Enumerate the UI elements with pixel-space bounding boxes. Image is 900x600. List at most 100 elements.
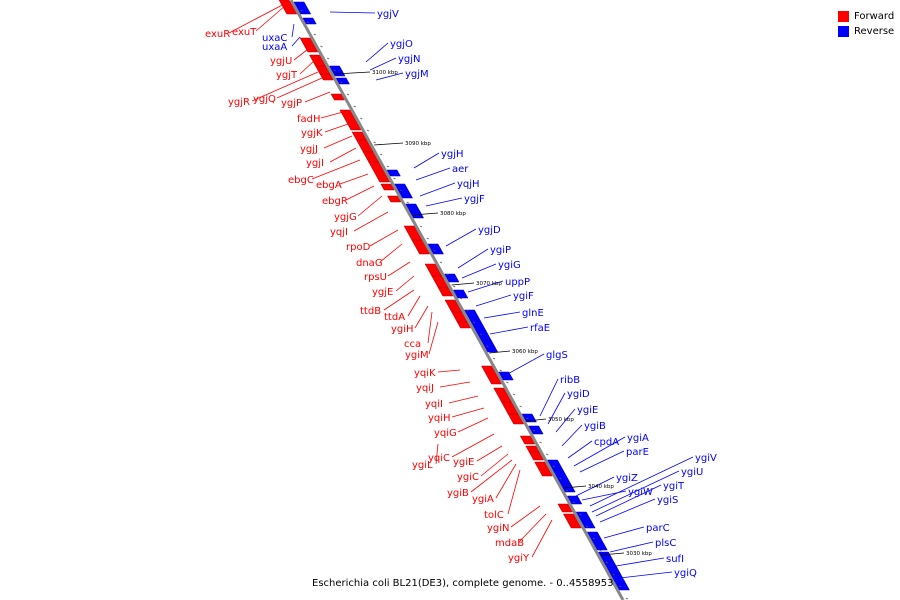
gene-label-ygil: ygiL: [412, 460, 433, 471]
reverse-gene-block: [592, 541, 608, 551]
axis-dot: [320, 45, 323, 48]
legend: Forward Reverse: [838, 9, 894, 39]
gene-label-parc: parC: [646, 523, 670, 534]
gene-label-yqih: yqiH: [428, 413, 451, 424]
axis-dot: [353, 105, 356, 108]
axis-dot: [419, 225, 423, 228]
ygis-leader: [599, 498, 656, 523]
reverse-gene-block: [302, 17, 317, 25]
forward-gene-block: [330, 93, 345, 101]
reverse-gene-block: [386, 169, 401, 177]
gene-label-ttdb: ttdB: [360, 306, 381, 317]
gene-label-ygjd: ygjD: [478, 225, 501, 236]
axis-dot: [346, 93, 350, 96]
gene-label-ebga: ebgA: [316, 180, 342, 191]
uxaa-leader: [291, 36, 301, 47]
axis-dot: [492, 357, 496, 360]
axis-dot: [532, 429, 536, 432]
gene-label-yqii: yqiI: [425, 399, 443, 410]
ygji-leader: [329, 147, 357, 163]
ygjq-leader: [276, 77, 323, 99]
ygin-leader: [510, 505, 541, 528]
axis-dot: [439, 261, 443, 264]
forward-swatch: [838, 11, 849, 22]
genome-axis: [289, 0, 625, 600]
axis-dot: [340, 81, 343, 84]
ygiq-leader: [619, 571, 673, 579]
ygib-leader: [470, 459, 513, 493]
axis-dot: [333, 69, 336, 72]
gene-label-tolc: tolC: [484, 510, 504, 521]
gene-label-ygjh: ygjH: [441, 149, 464, 160]
gene-label-ygib: ygiB: [584, 421, 606, 432]
ygia-leader: [573, 436, 626, 467]
exur-leader: [228, 1, 289, 34]
cpda-leader: [567, 440, 593, 459]
kbp-tick-mark: [412, 212, 439, 216]
gene-label-ygiq: ygiQ: [674, 568, 697, 579]
yqji-leader: [353, 211, 389, 232]
kbp-tick-label: 3100 kbp: [372, 70, 398, 76]
gene-label-aer: aer: [452, 164, 469, 175]
forward-gene-block: [387, 195, 402, 203]
gene-label-ygiv: ygiV: [695, 453, 717, 464]
reverse-gene-block: [335, 77, 350, 85]
ygjp-leader: [304, 91, 331, 103]
axis-dot: [519, 405, 522, 408]
gene-label-ygib: ygiB: [447, 488, 469, 499]
gene-label-ygiw: ygiW: [628, 487, 653, 498]
ygih-leader: [414, 305, 429, 329]
ttdb-leader: [383, 289, 415, 311]
kbp-tick-mark: [451, 282, 475, 286]
forward-gene-block: [437, 287, 454, 297]
yqih-leader: [451, 407, 485, 418]
gene-label-exur: exuR: [205, 29, 230, 40]
gene-label-glne: glnE: [522, 308, 544, 319]
axis-dot: [380, 153, 383, 156]
axis-dot: [373, 141, 376, 144]
axis-dot: [313, 33, 316, 36]
gene-label-ygjp: ygjP: [281, 98, 302, 109]
forward-gene-block: [319, 73, 334, 81]
axis-dot: [605, 561, 609, 564]
yqii-leader: [448, 395, 479, 404]
ebga-leader: [339, 173, 369, 185]
axis-dot: [393, 177, 396, 180]
reverse-swatch: [838, 26, 849, 37]
gene-label-ygjt: ygjT: [276, 70, 298, 81]
axis-dot: [599, 549, 602, 552]
ygif-leader: [475, 294, 512, 307]
gene-label-yqij: yqiJ: [416, 383, 434, 394]
ygil-leader: [435, 443, 439, 465]
gene-label-ygjg: ygjG: [334, 212, 357, 223]
forward-gene-block: [557, 503, 573, 513]
gene-label-ygie: ygiE: [577, 405, 598, 416]
axis-dot: [366, 129, 370, 132]
gene-label-rfae: rfaE: [530, 323, 550, 334]
reverse-gene-block: [498, 371, 514, 381]
ribb-leader: [539, 378, 559, 417]
axis-dot: [399, 189, 403, 192]
gene-label-yqjh: yqjH: [457, 179, 480, 190]
forward-gene-block: [380, 183, 395, 191]
rpod-leader: [369, 229, 399, 247]
ygiy-leader: [531, 519, 553, 558]
gene-label-ygia: ygiA: [627, 433, 649, 444]
kbp-tick-mark: [374, 142, 404, 146]
gene-label-ribb: ribB: [560, 375, 580, 386]
gene-label-uxaa: uxaA: [262, 42, 287, 53]
axis-dot: [453, 285, 456, 288]
gene-label-ygie: ygiE: [453, 457, 474, 468]
exut-leader: [255, 4, 287, 32]
yqik-leader: [437, 369, 461, 373]
ygiz-leader: [575, 476, 615, 497]
yqig-leader: [457, 417, 489, 433]
axis-dot: [612, 573, 615, 576]
axis-dot: [526, 417, 529, 420]
gene-label-ygip: ygiP: [490, 245, 511, 256]
parc-leader: [603, 526, 645, 539]
reverse-gene-block: [408, 209, 425, 219]
forward-gene-block: [368, 161, 391, 183]
reverse-gene-block: [567, 495, 583, 505]
